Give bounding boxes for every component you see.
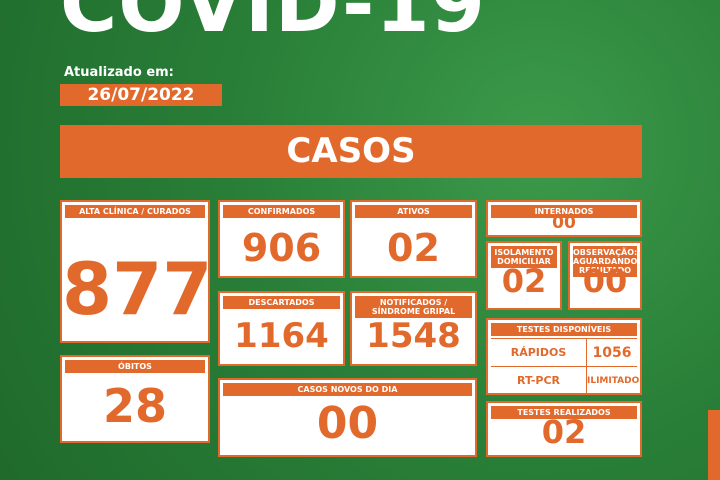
- card-label: ALTA CLÍNICA / CURADOS: [65, 205, 205, 218]
- card-label: CASOS NOVOS DO DIA: [223, 383, 472, 396]
- stat-card: INTERNADOS 00: [486, 200, 642, 237]
- card-value: 02: [501, 262, 547, 300]
- card-value: 1164: [234, 316, 329, 356]
- card-value: 00: [316, 398, 379, 449]
- test-row: RÁPIDOS 1056: [491, 338, 637, 367]
- card-label: TESTES REALIZADOS: [491, 406, 637, 419]
- card-value: 1548: [366, 316, 461, 356]
- banner: CASOS: [60, 125, 642, 178]
- card-value: 02: [541, 413, 587, 451]
- tests-available-card: TESTES DISPONÍVEIS RÁPIDOS 1056 RT-PCR I…: [486, 318, 642, 395]
- stat-card: ATIVOS 02: [350, 200, 477, 278]
- stat-card: CONFIRMADOS 906: [218, 200, 345, 278]
- card-label: ATIVOS: [355, 205, 472, 218]
- card-value: 28: [102, 379, 167, 433]
- decor-strip: [708, 410, 720, 480]
- card-value: 906: [241, 226, 322, 270]
- card-label: ISOLAMENTO DOMICILIAR: [491, 246, 557, 268]
- card-label: ÓBITOS: [65, 360, 205, 373]
- card-label: OBSERVAÇÃO: AGUARDANDO RESULTADO: [573, 246, 638, 277]
- updated-label: Atualizado em:: [64, 65, 174, 80]
- stat-card: OBSERVAÇÃO: AGUARDANDO RESULTADO 00: [568, 241, 642, 310]
- title: COVID-19: [60, 0, 486, 50]
- test-type: RÁPIDOS: [510, 346, 567, 359]
- card-value: 00: [552, 213, 576, 233]
- stat-card: CASOS NOVOS DO DIA 00: [218, 378, 477, 457]
- card-label: DESCARTADOS: [223, 296, 340, 309]
- stat-card: DESCARTADOS 1164: [218, 291, 345, 366]
- card-label: NOTIFICADOS / SÍNDROME GRIPAL: [355, 296, 472, 318]
- test-count: ILIMITADO: [586, 367, 639, 395]
- stat-card: TESTES REALIZADOS 02: [486, 401, 642, 457]
- stat-card: ISOLAMENTO DOMICILIAR 02: [486, 241, 562, 310]
- date: 26/07/2022: [60, 84, 222, 106]
- stat-card: NOTIFICADOS / SÍNDROME GRIPAL 1548: [350, 291, 477, 366]
- card-label: CONFIRMADOS: [223, 205, 340, 218]
- card-value: 00: [582, 262, 628, 300]
- test-row: RT-PCR ILIMITADO: [491, 366, 639, 395]
- card-value: 877: [62, 247, 213, 331]
- stat-card: ÓBITOS 28: [60, 355, 210, 443]
- card-label: TESTES DISPONÍVEIS: [491, 323, 637, 336]
- stat-card: ALTA CLÍNICA / CURADOS 877: [60, 200, 213, 343]
- test-type: RT-PCR: [516, 374, 561, 387]
- test-count: 1056: [586, 339, 637, 367]
- card-value: 02: [387, 226, 440, 270]
- card-label: INTERNADOS: [491, 205, 637, 218]
